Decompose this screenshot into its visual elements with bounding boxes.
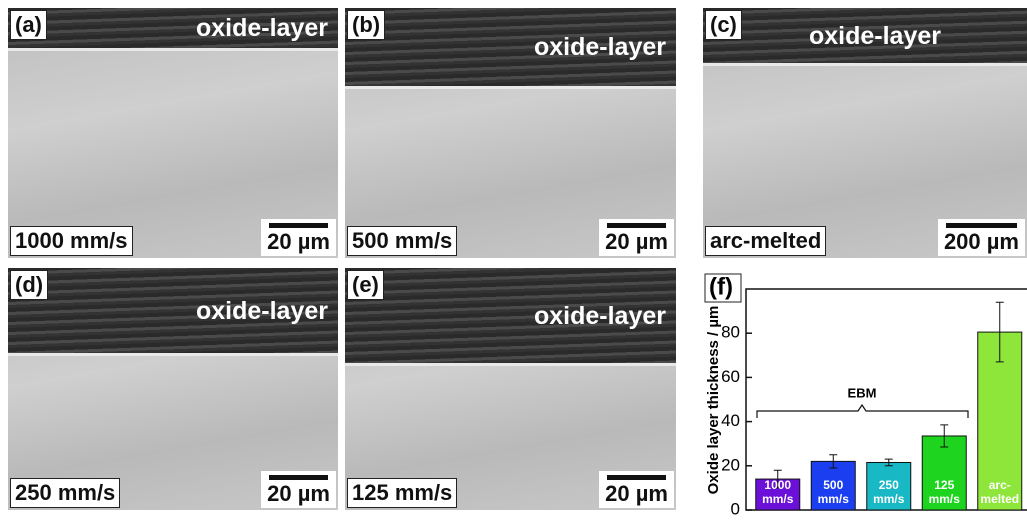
y-tick-label: 80: [721, 323, 740, 342]
brace: [757, 405, 968, 418]
condition-label: arc-melted: [705, 226, 826, 256]
micrograph: (c) oxide-layer arc-melted 200 µm: [703, 8, 1027, 258]
panel-label: (e): [347, 270, 384, 300]
y-tick-label: 0: [731, 499, 740, 518]
scale-label: 20 µm: [267, 481, 330, 506]
condition-label: 1000 mm/s: [10, 226, 133, 256]
y-tick-label: 20: [721, 455, 740, 474]
oxide-annotation: oxide-layer: [809, 22, 941, 51]
oxide-annotation: oxide-layer: [534, 302, 666, 331]
oxide-annotation: oxide-layer: [196, 14, 328, 43]
y-axis-label: Oxide layer thickness / µm: [705, 306, 722, 495]
scale-line: [269, 223, 328, 228]
scale-bar: 20 µm: [599, 471, 674, 508]
y-tick-label: 40: [721, 411, 740, 430]
scale-bar: 20 µm: [261, 471, 336, 508]
scale-label: 200 µm: [944, 229, 1019, 254]
annotation: EBM: [848, 385, 877, 400]
scale-line: [607, 223, 666, 228]
oxide-annotation: oxide-layer: [196, 297, 328, 326]
scale-label: 20 µm: [605, 481, 668, 506]
y-tick-label: 60: [721, 367, 740, 386]
scale-line: [607, 475, 666, 480]
figure: 0 20 40 60 80Oxide layer thickness / µm (f) 10…: [0, 0, 1027, 520]
scale-label: 20 µm: [605, 229, 668, 254]
micrograph: (e) oxide-layer 125 mm/s 20 µm: [345, 268, 676, 510]
scale-bar: 200 µm: [938, 219, 1025, 256]
scale-line: [269, 475, 328, 480]
scale-bar: 20 µm: [261, 219, 336, 256]
oxide-annotation: oxide-layer: [534, 33, 666, 62]
scale-label: 20 µm: [267, 229, 330, 254]
panel-label: (d): [10, 270, 48, 300]
panel-label: (c): [705, 10, 742, 40]
micrograph: (b) oxide-layer 500 mm/s 20 µm: [345, 8, 676, 258]
panel-label: (a): [10, 10, 47, 40]
scale-bar: 20 µm: [599, 219, 674, 256]
micrograph: (a) oxide-layer 1000 mm/s 20 µm: [8, 8, 338, 258]
panel-label: (b): [347, 10, 385, 40]
panel-label: (f): [709, 273, 733, 300]
scale-line: [946, 223, 1017, 228]
condition-label: 500 mm/s: [347, 226, 457, 256]
condition-label: 250 mm/s: [10, 478, 120, 508]
condition-label: 125 mm/s: [347, 478, 457, 508]
micrograph: (d) oxide-layer 250 mm/s 20 µm: [8, 268, 338, 510]
